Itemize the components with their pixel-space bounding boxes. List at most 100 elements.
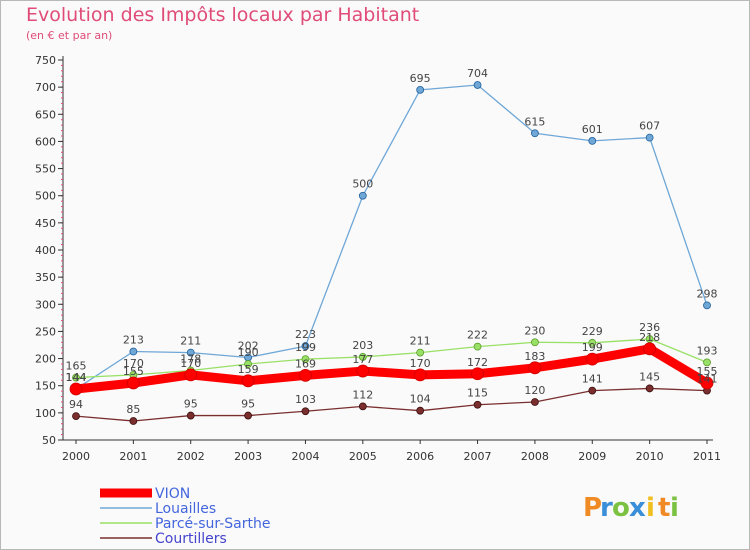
data-label: 615: [524, 115, 545, 128]
data-label: 170: [123, 357, 144, 370]
y-tick-label: 50: [42, 434, 56, 447]
data-point: [645, 133, 654, 142]
data-point: [588, 338, 597, 347]
data-label: 211: [180, 335, 201, 348]
data-point: [69, 382, 83, 396]
data-label: 141: [697, 373, 718, 386]
data-label: 177: [352, 353, 373, 366]
y-tick-label: 200: [35, 353, 56, 366]
logo-letter: o: [612, 493, 630, 523]
legend-label: Courtillers: [155, 531, 227, 547]
data-point: [244, 411, 252, 420]
data-point: [531, 338, 539, 347]
data-point: [301, 407, 310, 416]
legend-label: Parcé-sur-Sarthe: [155, 516, 270, 532]
data-label: 170: [410, 357, 431, 370]
data-label: 199: [582, 341, 603, 354]
data-point: [186, 411, 195, 420]
data-label: 104: [410, 393, 431, 406]
x-tick-label: 2002: [177, 450, 205, 463]
data-label: 144: [66, 371, 87, 384]
proxiti-logo: Pr o x i t i: [583, 493, 679, 523]
data-label: 229: [582, 325, 603, 338]
y-tick-label: 300: [35, 298, 56, 311]
x-tick-label: 2004: [291, 450, 319, 463]
x-tick-label: 2001: [119, 450, 147, 463]
data-label: 172: [467, 356, 488, 369]
y-tick-label: 750: [35, 54, 56, 67]
data-label: 193: [697, 344, 718, 357]
data-point: [416, 348, 425, 357]
data-point: [416, 85, 425, 94]
data-point: [531, 398, 539, 406]
chart-title: Evolution des Impôts locaux par Habitant: [26, 4, 420, 26]
data-point: [645, 384, 654, 393]
x-tick-label: 2007: [464, 450, 492, 463]
chart-subtitle: (en € et par an): [26, 29, 113, 42]
data-label: 230: [524, 324, 545, 337]
data-label: 211: [410, 335, 431, 348]
data-label: 607: [639, 120, 660, 133]
data-label: 704: [467, 67, 488, 80]
x-tick-label: 2006: [406, 450, 434, 463]
y-tick-label: 700: [35, 81, 56, 94]
data-point: [241, 374, 255, 388]
data-point: [186, 348, 195, 357]
data-label: 178: [180, 353, 201, 366]
legend-label: VION: [155, 486, 190, 502]
x-tick-label: 2005: [349, 450, 377, 463]
data-point: [244, 360, 252, 368]
data-point: [356, 364, 370, 378]
data-label: 141: [582, 373, 603, 386]
data-label: 170: [180, 357, 201, 370]
data-point: [184, 368, 198, 382]
data-label: 500: [352, 178, 373, 191]
data-label: 236: [639, 321, 660, 334]
data-point: [129, 417, 138, 425]
y-tick-label: 600: [35, 135, 56, 148]
data-point: [471, 367, 484, 381]
logo-letter: i: [670, 493, 679, 523]
data-point: [700, 376, 714, 390]
data-label: 601: [582, 123, 603, 136]
logo-letter: t: [658, 493, 670, 523]
data-point: [643, 342, 657, 356]
data-point: [473, 400, 482, 409]
data-label: 199: [295, 341, 316, 354]
data-label: 115: [467, 387, 488, 400]
y-tick-label: 400: [35, 244, 56, 257]
data-label: 144: [66, 371, 87, 384]
data-label: 298: [697, 287, 718, 300]
x-tick-label: 2008: [521, 450, 549, 463]
data-label: 120: [524, 384, 545, 397]
data-label: 155: [123, 365, 144, 378]
data-point: [588, 136, 597, 145]
data-point: [531, 129, 539, 138]
x-tick-label: 2009: [578, 450, 606, 463]
data-point: [358, 191, 367, 200]
data-label: 218: [639, 331, 660, 344]
data-label: 112: [352, 388, 373, 401]
logo-letter: P: [583, 493, 602, 523]
data-label: 183: [524, 350, 545, 363]
data-label: 222: [467, 329, 488, 342]
x-tick-label: 2000: [62, 450, 90, 463]
x-tick-label: 2003: [234, 450, 262, 463]
data-point: [301, 342, 310, 350]
data-point: [126, 376, 140, 390]
data-label: 190: [238, 346, 259, 359]
data-point: [588, 386, 597, 395]
y-tick-label: 450: [35, 217, 56, 230]
y-tick-label: 150: [35, 380, 56, 393]
y-tick-label: 350: [35, 271, 56, 284]
data-point: [299, 368, 312, 382]
data-point: [416, 406, 425, 415]
series-line-parc-sur-sarthe: [75, 338, 708, 379]
data-point: [473, 342, 482, 351]
data-label: 159: [238, 363, 259, 376]
data-label: 165: [66, 360, 87, 373]
data-point: [72, 412, 80, 421]
